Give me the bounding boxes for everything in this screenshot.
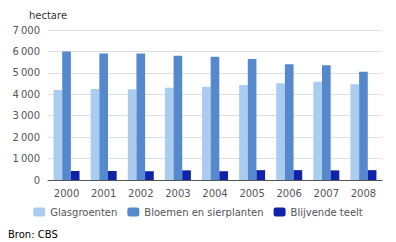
svg-text:2 000: 2 000 — [13, 132, 40, 143]
svg-text:hectare: hectare — [29, 10, 67, 21]
svg-text:7 000: 7 000 — [13, 25, 40, 36]
svg-text:2001: 2001 — [91, 188, 116, 199]
svg-text:2002: 2002 — [128, 188, 153, 199]
svg-text:0: 0 — [34, 175, 40, 186]
svg-text:2000: 2000 — [54, 188, 79, 199]
svg-text:2007: 2007 — [314, 188, 339, 199]
svg-text:3 000: 3 000 — [13, 110, 40, 121]
svg-text:Bloemen en sierplanten: Bloemen en sierplanten — [144, 207, 263, 218]
svg-text:2006: 2006 — [276, 188, 301, 199]
svg-text:Blijvende teelt: Blijvende teelt — [291, 207, 363, 218]
svg-text:5 000: 5 000 — [13, 67, 40, 78]
svg-text:Glasgroenten: Glasgroenten — [50, 207, 117, 218]
svg-text:2004: 2004 — [202, 188, 227, 199]
svg-text:2005: 2005 — [239, 188, 264, 199]
svg-text:6 000: 6 000 — [13, 46, 40, 57]
svg-text:1 000: 1 000 — [13, 153, 40, 164]
svg-text:2008: 2008 — [351, 188, 376, 199]
svg-text:4 000: 4 000 — [13, 89, 40, 100]
svg-text:Bron: CBS: Bron: CBS — [8, 229, 58, 240]
svg-text:2003: 2003 — [165, 188, 190, 199]
